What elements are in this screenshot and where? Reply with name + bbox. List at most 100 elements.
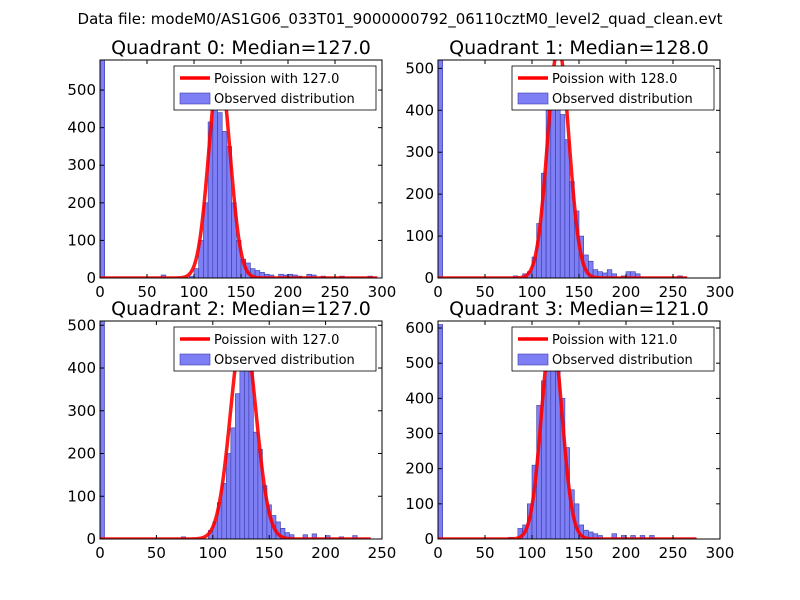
legend: Poission with 127.0 Observed distribution — [173, 326, 377, 372]
histogram-bar — [253, 431, 259, 539]
legend: Poission with 121.0 Observed distribution — [511, 326, 715, 372]
y-tick-label: 200 — [405, 460, 434, 478]
poisson-curve — [100, 67, 379, 278]
poisson-curve — [438, 60, 689, 278]
x-tick-label: 0 — [95, 283, 105, 301]
y-tick-label: 500 — [405, 59, 434, 77]
x-tick-label: 250 — [368, 544, 397, 562]
y-tick-label: 0 — [424, 269, 434, 287]
y-tick-label: 200 — [67, 445, 96, 463]
legend-bar-swatch — [517, 353, 549, 366]
y-tick-label: 600 — [405, 319, 434, 337]
x-tick-label: 150 — [565, 283, 594, 301]
histogram-bar — [649, 535, 655, 539]
y-tick-label: 500 — [67, 81, 96, 99]
x-tick-label: 50 — [475, 544, 494, 562]
quadrant-0-panel: Quadrant 0: Median=127.0 0 50 100 150 200 250 3… — [67, 37, 396, 301]
quadrant-panels: Quadrant 0: Median=127.0 0 50 100 150 200 250 3… — [67, 37, 734, 562]
x-tick-label: 200 — [274, 283, 303, 301]
quadrant-3-title: Quadrant 3: Median=121.0 — [449, 298, 709, 320]
x-tick-label: 300 — [706, 283, 735, 301]
x-tick-label: 0 — [95, 544, 105, 562]
y-tick-label: 500 — [67, 316, 96, 334]
histogram-bar — [555, 89, 561, 278]
quadrant-3-panel: Quadrant 3: Median=121.0 0 50 100 150 200 250 3… — [405, 298, 734, 562]
x-tick-label: 100 — [518, 283, 547, 301]
histogram-bar — [100, 60, 105, 278]
histogram-bar — [212, 108, 218, 278]
figure-suptitle: Data file: modeM0/AS1G06_033T01_90000007… — [78, 10, 723, 29]
histogram-bar — [244, 369, 250, 539]
y-tick-label: 0 — [86, 530, 96, 548]
x-tick-label: 200 — [612, 544, 641, 562]
x-tick-label: 100 — [518, 544, 547, 562]
histogram-bar — [230, 427, 236, 539]
y-tick-label: 400 — [405, 389, 434, 407]
y-tick-label: 400 — [405, 101, 434, 119]
x-tick-label: 50 — [137, 283, 156, 301]
x-tick-label: 300 — [706, 544, 735, 562]
y-tick-label: 100 — [405, 227, 434, 245]
quadrant-1-title: Quadrant 1: Median=128.0 — [449, 37, 709, 59]
x-tick-label: 250 — [659, 283, 688, 301]
x-tick-label: 150 — [255, 544, 284, 562]
legend-bar-swatch — [517, 92, 549, 105]
axes-frame — [99, 320, 383, 540]
histogram-bar — [545, 352, 552, 539]
histogram-bar — [438, 60, 443, 278]
legend-bar-label: Observed distribution — [214, 353, 355, 368]
legend: Poission with 127.0 Observed distribution — [173, 65, 377, 111]
x-tick-label: 250 — [321, 283, 350, 301]
histogram-bar — [559, 114, 566, 278]
histogram-bar — [550, 348, 556, 539]
x-tick-label: 250 — [659, 544, 688, 562]
histogram-bar — [221, 131, 228, 278]
histogram-bar — [193, 268, 199, 278]
legend-line-label: Poission with 127.0 — [214, 333, 339, 348]
legend-line-label: Poission with 121.0 — [552, 333, 677, 348]
histogram-bar — [100, 321, 105, 539]
legend-line-label: Poission with 127.0 — [214, 72, 339, 87]
quadrant-0-title: Quadrant 0: Median=127.0 — [111, 37, 371, 59]
quadrant-2-panel: Quadrant 2: Median=127.0 0 50 100 150 200 250 0… — [67, 298, 396, 562]
legend-line-label: Poission with 128.0 — [552, 72, 677, 87]
x-tick-label: 300 — [368, 283, 397, 301]
legend: Poission with 128.0 Observed distribution — [511, 65, 715, 111]
y-tick-label: 100 — [67, 487, 96, 505]
quadrant-1-panel: Quadrant 1: Median=128.0 0 50 100 150 200 250 3… — [405, 37, 734, 301]
histogram-bar — [639, 535, 646, 539]
y-tick-label: 100 — [67, 231, 96, 249]
quadrant-2-title: Quadrant 2: Median=127.0 — [111, 298, 371, 320]
x-tick-label: 50 — [147, 544, 166, 562]
x-tick-label: 0 — [433, 544, 443, 562]
x-tick-label: 150 — [565, 544, 594, 562]
histogram-bar — [438, 324, 443, 539]
legend-bar-swatch — [179, 92, 211, 105]
legend-bar-label: Observed distribution — [552, 92, 693, 107]
x-tick-label: 200 — [311, 544, 340, 562]
x-tick-label: 100 — [180, 283, 209, 301]
y-tick-label: 200 — [405, 185, 434, 203]
poisson-curve — [438, 331, 698, 539]
histogram-bar — [235, 393, 241, 539]
x-tick-label: 0 — [433, 283, 443, 301]
y-tick-label: 100 — [405, 495, 434, 513]
legend-bar-label: Observed distribution — [214, 92, 355, 107]
y-tick-label: 300 — [67, 156, 96, 174]
y-tick-label: 0 — [424, 530, 434, 548]
x-tick-label: 150 — [227, 283, 256, 301]
y-tick-label: 0 — [86, 269, 96, 287]
x-tick-label: 50 — [475, 283, 494, 301]
legend-box — [173, 65, 377, 111]
y-tick-label: 200 — [67, 194, 96, 212]
histogram-bar — [630, 535, 636, 539]
legend-bar-label: Observed distribution — [552, 353, 693, 368]
x-tick-label: 200 — [612, 283, 641, 301]
y-tick-label: 400 — [67, 119, 96, 137]
y-tick-label: 300 — [405, 143, 434, 161]
histogram-bar — [217, 112, 223, 278]
histogram-bar — [611, 533, 617, 539]
x-tick-label: 100 — [198, 544, 227, 562]
legend-bar-swatch — [179, 353, 211, 366]
